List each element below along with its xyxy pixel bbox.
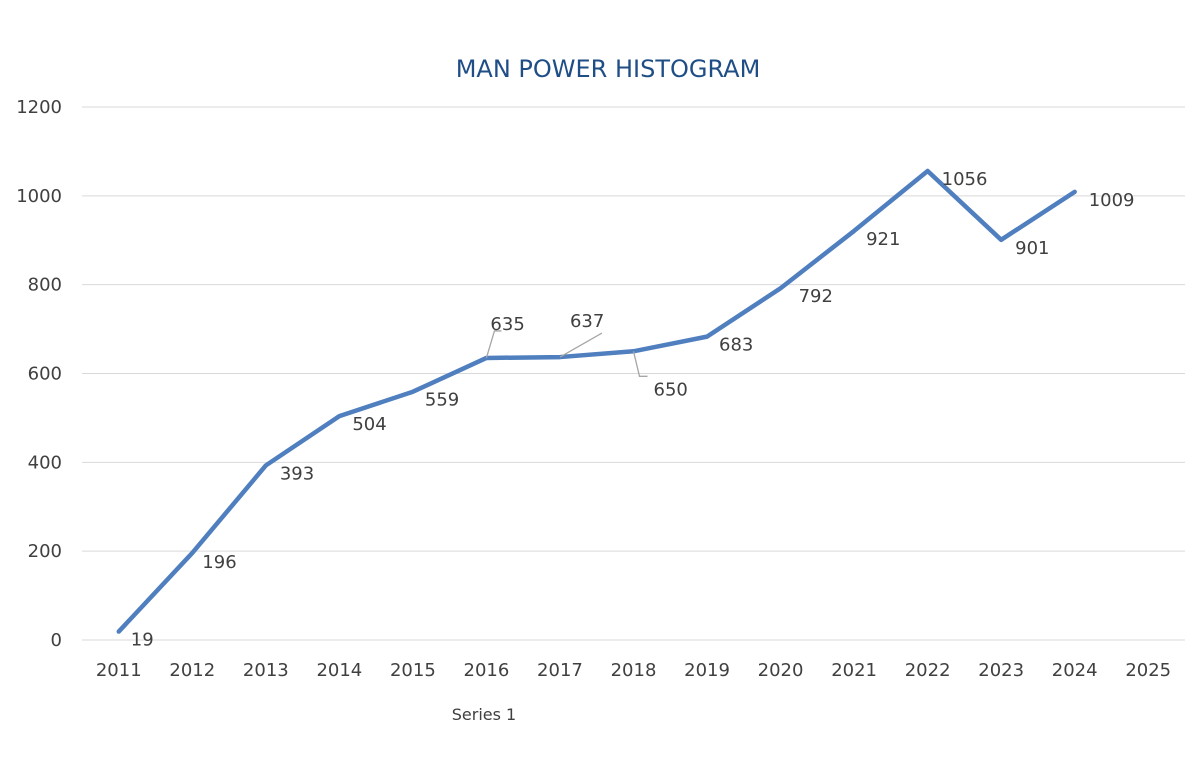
y-tick-label: 0 bbox=[51, 630, 62, 651]
label-leader-line bbox=[559, 332, 603, 358]
data-label: 921 bbox=[866, 229, 900, 250]
data-label: 683 bbox=[719, 335, 753, 356]
x-tick-label: 2024 bbox=[1052, 660, 1098, 681]
data-label: 504 bbox=[352, 414, 386, 435]
label-leader-line bbox=[632, 351, 648, 377]
gridlines bbox=[82, 106, 1185, 641]
x-tick-label: 2025 bbox=[1125, 660, 1171, 681]
x-tick-label: 2017 bbox=[537, 660, 583, 681]
series-line bbox=[116, 168, 1077, 634]
y-tick-label: 400 bbox=[28, 452, 62, 473]
x-tick-label: 2021 bbox=[831, 660, 877, 681]
x-tick-label: 2012 bbox=[169, 660, 215, 681]
legend-entry: Series 1 bbox=[452, 705, 516, 724]
x-tick-label: 2015 bbox=[390, 660, 436, 681]
data-label: 393 bbox=[280, 463, 314, 484]
y-tick-label: 200 bbox=[28, 541, 62, 562]
y-tick-label: 1000 bbox=[16, 186, 62, 207]
data-label: 901 bbox=[1015, 238, 1049, 259]
y-axis-ticks: 0 200 400 600 800 1000 1200 bbox=[16, 97, 62, 651]
x-tick-label: 2020 bbox=[758, 660, 804, 681]
x-tick-label: 2018 bbox=[611, 660, 657, 681]
x-tick-label: 2013 bbox=[243, 660, 289, 681]
y-tick-label: 600 bbox=[28, 364, 62, 385]
data-label: 1056 bbox=[942, 169, 988, 190]
x-tick-label: 2011 bbox=[96, 660, 142, 681]
x-axis-ticks: 2011 2012 2013 2014 2015 2016 2017 2018 2019 2020… bbox=[96, 660, 1171, 681]
data-label: 19 bbox=[131, 630, 154, 651]
data-label: 635 bbox=[490, 314, 524, 335]
data-label: 196 bbox=[202, 552, 236, 573]
data-label: 792 bbox=[799, 286, 833, 307]
x-tick-label: 2022 bbox=[905, 660, 951, 681]
series-layer bbox=[116, 168, 1077, 634]
x-tick-label: 2016 bbox=[464, 660, 510, 681]
data-label: 637 bbox=[570, 311, 604, 332]
x-tick-label: 2023 bbox=[978, 660, 1024, 681]
x-tick-label: 2019 bbox=[684, 660, 730, 681]
y-tick-label: 800 bbox=[28, 275, 62, 296]
x-tick-label: 2014 bbox=[316, 660, 362, 681]
data-label: 650 bbox=[654, 379, 688, 400]
label-leader-line bbox=[485, 330, 502, 359]
leader-lines bbox=[485, 330, 648, 377]
data-labels: 19 196 393 504 559 635 637 650 683 792 921 1056 901 1… bbox=[131, 169, 1135, 651]
chart-title: MAN POWER HISTOGRAM bbox=[456, 55, 761, 83]
y-tick-label: 1200 bbox=[16, 97, 62, 118]
data-label: 559 bbox=[425, 390, 459, 411]
data-label: 1009 bbox=[1089, 190, 1135, 211]
